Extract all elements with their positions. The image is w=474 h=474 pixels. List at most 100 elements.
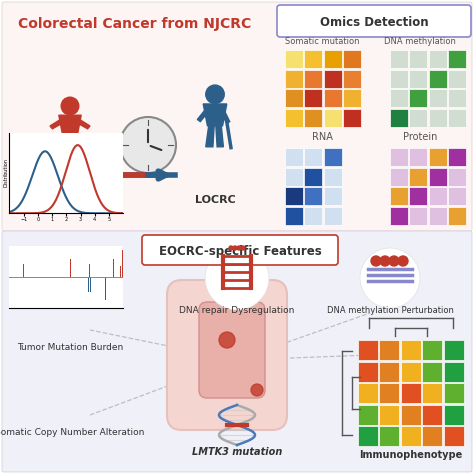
Bar [390,109,408,127]
Bar [390,148,408,166]
Bar [344,50,362,68]
Bar [285,70,303,88]
Polygon shape [220,107,230,124]
Bar [344,89,362,107]
Bar [380,340,400,360]
Bar [448,50,466,68]
Bar [422,340,443,360]
Bar [304,89,322,107]
Bar [324,50,342,68]
Text: DNA methylation: DNA methylation [384,37,456,46]
Bar [344,70,362,88]
Bar [304,148,322,166]
Bar [448,70,466,88]
Bar [401,362,421,382]
Bar [358,383,378,403]
Polygon shape [216,126,223,147]
Text: Protein: Protein [403,132,437,142]
Circle shape [251,384,263,396]
Bar [429,148,447,166]
Bar [285,109,303,127]
Bar [380,383,400,403]
Bar [410,109,428,127]
Bar [285,207,303,225]
Bar [429,167,447,185]
Bar [390,207,408,225]
Bar [422,362,443,382]
Bar [358,426,378,446]
Bar [444,362,464,382]
Bar [324,109,342,127]
Bar [444,340,464,360]
Bar [285,167,303,185]
Bar [444,383,464,403]
Text: EOCRC: EOCRC [49,195,91,205]
Bar [429,70,447,88]
Bar [390,167,408,185]
Bar [380,426,400,446]
Circle shape [120,117,176,173]
Bar [444,404,464,425]
Bar [401,340,421,360]
Bar [304,50,322,68]
Bar [448,109,466,127]
Text: Colorectal Cancer from NJCRC: Colorectal Cancer from NJCRC [18,17,252,31]
Polygon shape [71,136,77,157]
Bar [448,207,466,225]
Bar [448,89,466,107]
Bar [429,109,447,127]
Bar [422,426,443,446]
Text: RNA: RNA [311,132,332,142]
Bar [358,404,378,425]
Bar [410,187,428,205]
Bar [285,148,303,166]
Bar [324,148,342,166]
FancyBboxPatch shape [277,5,471,37]
Polygon shape [75,118,90,129]
Bar [324,187,342,205]
Bar [401,426,421,446]
Circle shape [206,85,224,103]
Y-axis label: Distribution: Distribution [3,159,8,187]
FancyBboxPatch shape [2,231,472,472]
Bar [448,148,466,166]
Text: LOCRC: LOCRC [195,195,236,205]
Bar [429,207,447,225]
Bar [390,70,408,88]
FancyBboxPatch shape [2,2,472,231]
Bar [401,404,421,425]
Circle shape [205,246,269,310]
Text: LMTK3 mutation: LMTK3 mutation [192,447,282,457]
Bar [410,148,428,166]
Bar [390,50,408,68]
Circle shape [380,256,390,266]
Bar [324,89,342,107]
Polygon shape [63,136,69,157]
Circle shape [389,256,399,266]
Circle shape [371,256,381,266]
Text: Somatic Copy Number Alteration: Somatic Copy Number Alteration [0,428,145,437]
Bar [429,50,447,68]
Bar [410,50,428,68]
Text: DNA repair Dysregulation: DNA repair Dysregulation [179,306,295,315]
Bar [344,109,362,127]
Bar [324,207,342,225]
Text: EOCRC-specific Features: EOCRC-specific Features [159,245,321,257]
Circle shape [241,246,245,250]
Bar [410,167,428,185]
FancyBboxPatch shape [199,302,265,398]
Polygon shape [50,118,65,129]
Bar [285,187,303,205]
Bar [422,383,443,403]
Bar [380,404,400,425]
Bar [401,383,421,403]
Bar [304,187,322,205]
Polygon shape [206,126,214,147]
Polygon shape [59,115,81,136]
Bar [410,70,428,88]
Bar [324,167,342,185]
FancyBboxPatch shape [167,280,287,430]
FancyBboxPatch shape [142,235,338,265]
Bar [429,89,447,107]
Bar [304,207,322,225]
